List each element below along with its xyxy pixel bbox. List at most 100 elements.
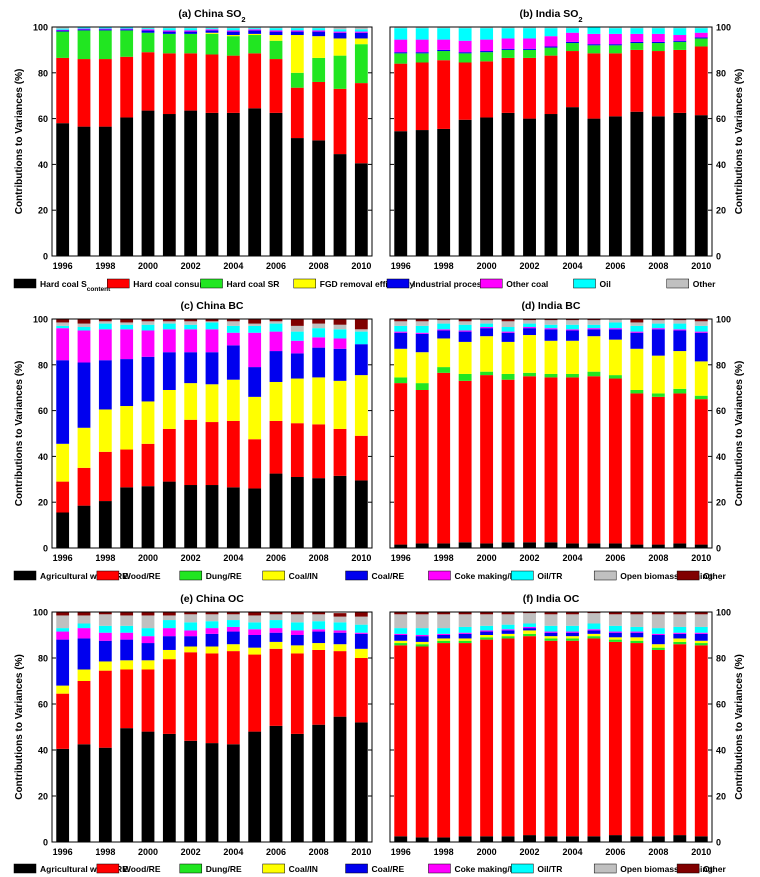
bar-segment-1998-series-7 (98, 321, 112, 324)
bar-segment-2002-series-0 (184, 485, 198, 548)
bar-segment-1996-series-3 (394, 640, 408, 644)
bar-segment-2001-series-4 (501, 630, 515, 634)
bar-segment-2004-series-1 (226, 420, 240, 488)
bar-segment-1996-series-5 (56, 328, 70, 361)
y-axis-label: Contributions to Variances (%) (734, 69, 745, 215)
bar-segment-1997-series-5 (77, 628, 91, 639)
bar-segment-2003-series-0 (205, 485, 219, 548)
bar-segment-2004-series-8 (226, 319, 240, 322)
bar-segment-2004-series-5 (226, 332, 240, 346)
bar-segment-2008-series-4 (312, 347, 326, 378)
x-tick-label: 2004 (562, 261, 582, 271)
bar-segment-2000-series-6 (141, 628, 155, 637)
bar-segment-2000-series-6 (480, 323, 494, 328)
bar-segment-2007-series-4 (630, 332, 644, 349)
bar-segment-2010-series-6 (694, 325, 708, 332)
bar-segment-2006-series-4 (608, 44, 622, 46)
bar-segment-2004-series-4 (566, 41, 579, 44)
legend-swatch (428, 863, 451, 874)
bar-segment-1997-series-1 (77, 59, 91, 127)
bar-segment-2003-series-3 (544, 636, 558, 639)
bar-segment-2010-series-0 (354, 722, 368, 842)
y-tick-label: 40 (716, 452, 726, 462)
bar-segment-2002-series-0 (184, 110, 198, 256)
bar-segment-2006-series-2 (608, 639, 622, 642)
bar-segment-2000-series-5 (141, 330, 155, 357)
bar-segment-1996-series-1 (56, 57, 70, 124)
bar-segment-2002-series-6 (184, 28, 198, 31)
bar-segment-2000-series-4 (141, 356, 155, 402)
bar-segment-2007-series-7 (630, 27, 644, 29)
bar-segment-2004-series-7 (226, 614, 240, 621)
bar-segment-2006-series-6 (608, 28, 622, 34)
bar-segment-2006-series-7 (269, 27, 283, 29)
bar-segment-1998-series-3 (98, 661, 112, 671)
bar-segment-2006-series-1 (608, 378, 622, 544)
bar-segment-1997-series-1 (77, 467, 91, 506)
bar-segment-2003-series-2 (544, 47, 558, 56)
bar-segment-2008-series-6 (651, 628, 665, 634)
bar-segment-1996-series-2 (394, 377, 408, 384)
bar-segment-2001-series-6 (501, 624, 515, 630)
bar-segment-1996-series-7 (56, 615, 70, 629)
legend-swatch (676, 863, 700, 874)
bar-segment-2003-series-1 (205, 653, 219, 744)
bar-segment-1998-series-1 (437, 60, 451, 129)
bar-segment-1997-series-6 (77, 623, 91, 629)
bar-segment-2006-series-3 (608, 339, 622, 376)
bar-segment-2009-series-4 (673, 633, 687, 639)
bar-segment-2000-series-1 (480, 639, 494, 837)
bar-segment-2008-series-7 (312, 614, 326, 622)
bar-segment-1998-series-4 (98, 640, 112, 662)
bar-segment-1997-series-7 (415, 321, 429, 326)
x-tick-label: 2006 (266, 261, 286, 271)
bar-segment-2001-series-7 (501, 27, 515, 29)
chart-panel-b: 0 20 40 60 80 100 1996 1998 2000 2002 2004 2006 2008… (389, 8, 745, 271)
bar-segment-2010-series-2 (354, 44, 368, 84)
bar-segment-2004-series-5 (226, 30, 240, 32)
legend-label: Oil/TR (537, 864, 562, 874)
bar-segment-2002-series-3 (184, 646, 198, 653)
bar-segment-1997-series-5 (415, 332, 429, 334)
legend-swatch (179, 570, 203, 581)
bar-segment-2004-series-4 (226, 345, 240, 380)
bar-segment-1998-series-3 (98, 409, 112, 452)
bar-segment-1999-series-5 (120, 28, 134, 30)
bar-segment-2001-series-1 (501, 57, 515, 113)
bar-segment-2002-series-4 (184, 636, 198, 647)
bar-segment-2001-series-4 (162, 636, 176, 650)
bar-segment-2000-series-5 (480, 327, 494, 329)
bar-segment-2009-series-1 (333, 428, 347, 476)
bar-segment-2007-series-5 (630, 631, 644, 633)
bar-segment-2001-series-4 (162, 31, 176, 34)
legend-label: Dung/RE (206, 864, 242, 874)
bar-segment-1997-series-2 (415, 383, 429, 390)
x-tick-label: 1996 (53, 847, 73, 857)
legend-swatch (13, 863, 37, 874)
x-tick-label: 2010 (691, 847, 711, 857)
bar-segment-2003-series-4 (205, 352, 219, 385)
y-tick-label: 20 (38, 498, 48, 508)
bar-segment-2000-series-5 (141, 29, 155, 31)
bar-segment-1996-series-6 (56, 628, 70, 632)
bar-segment-1999-series-7 (120, 615, 134, 626)
bar-segment-2005-series-8 (248, 612, 262, 616)
bar-segment-2010-series-6 (354, 624, 368, 633)
bar-segment-2002-series-3 (523, 630, 536, 634)
bar-segment-2001-series-6 (501, 28, 515, 39)
chart-panel-e: 0 20 40 60 80 100 1996 1998 2000 2002 2004 2006 2008… (14, 593, 373, 857)
bar-segment-2005-series-5 (587, 328, 601, 330)
bar-segment-2007-series-7 (630, 614, 644, 627)
bar-segment-2007-series-3 (630, 637, 644, 641)
y-tick-label: 80 (38, 654, 48, 664)
bar-segment-2002-series-6 (184, 324, 198, 330)
bar-segment-1998-series-2 (98, 30, 112, 60)
bar-segment-1996-series-4 (394, 635, 408, 641)
bar-segment-2004-series-8 (566, 319, 579, 321)
y-axis-label: Contributions to Variances (%) (734, 654, 745, 800)
y-tick-label: 40 (716, 160, 726, 170)
x-tick-label: 2008 (309, 847, 329, 857)
bar-segment-2010-series-4 (694, 633, 708, 641)
legend-swatch (511, 863, 534, 874)
